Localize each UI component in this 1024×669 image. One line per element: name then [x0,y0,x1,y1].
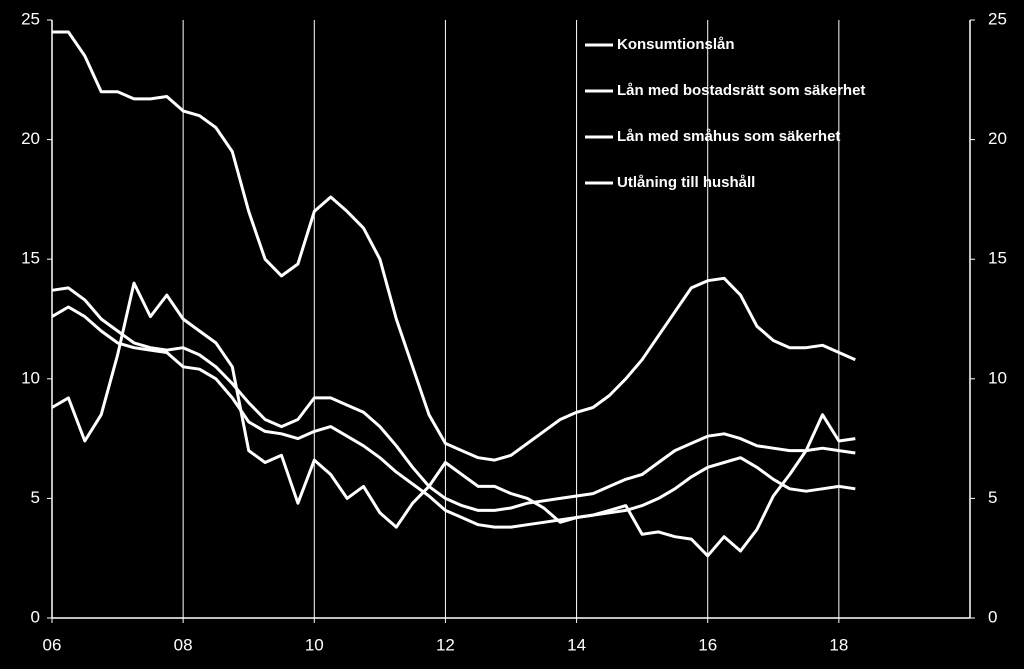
y-tick-label: 20 [21,129,40,148]
y-tick-label: 15 [21,249,40,268]
series-line [51,305,856,529]
legend-label: Utlåning till hushåll [617,174,755,191]
y2-tick-label: 10 [988,368,1007,387]
series-line [51,286,856,512]
y-tick-label: 5 [31,488,40,507]
y2-tick-label: 5 [988,488,997,507]
x-tick-label: 18 [829,635,848,654]
x-tick-label: 14 [567,635,586,654]
legend-label: Lån med bostadsrätt som säkerhet [617,82,865,99]
y-tick-label: 0 [31,607,40,626]
y2-tick-label: 25 [988,9,1007,28]
series-line [51,281,856,558]
series-line [52,30,856,462]
y-tick-label: 25 [21,9,40,28]
x-tick-label: 16 [698,635,717,654]
y2-tick-label: 0 [988,607,997,626]
y2-tick-label: 20 [988,129,1007,148]
y-tick-label: 10 [21,368,40,387]
x-tick-label: 08 [174,635,193,654]
x-tick-label: 06 [43,635,62,654]
y2-tick-label: 15 [988,249,1007,268]
legend-label: Konsumtionslån [617,36,735,53]
x-tick-label: 10 [305,635,324,654]
legend-label: Lån med småhus som säkerhet [617,128,840,145]
x-tick-label: 12 [436,635,455,654]
